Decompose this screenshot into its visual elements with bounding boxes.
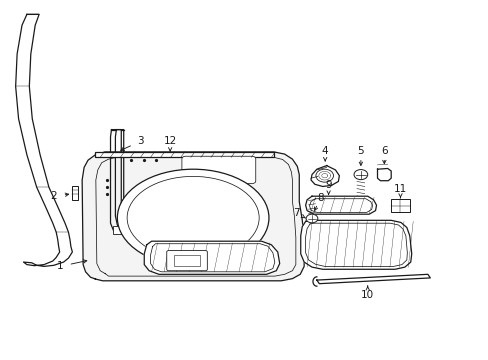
Polygon shape xyxy=(16,14,72,266)
Text: 12: 12 xyxy=(163,136,177,146)
FancyBboxPatch shape xyxy=(166,251,207,271)
Text: 2: 2 xyxy=(51,192,57,201)
Text: 8: 8 xyxy=(317,193,324,203)
Polygon shape xyxy=(377,168,390,181)
Text: 1: 1 xyxy=(57,261,63,271)
FancyBboxPatch shape xyxy=(182,156,255,184)
Text: 6: 6 xyxy=(380,146,387,156)
Bar xyxy=(390,199,409,212)
Text: 7: 7 xyxy=(292,208,299,218)
Ellipse shape xyxy=(127,176,259,259)
Bar xyxy=(72,186,78,200)
Text: 9: 9 xyxy=(325,180,331,190)
Text: 11: 11 xyxy=(393,184,407,194)
Text: 5: 5 xyxy=(357,146,364,156)
Circle shape xyxy=(353,170,367,180)
Polygon shape xyxy=(305,196,376,214)
Polygon shape xyxy=(310,166,339,186)
Polygon shape xyxy=(110,130,123,234)
Polygon shape xyxy=(82,152,304,281)
Bar xyxy=(95,152,273,157)
Circle shape xyxy=(305,214,317,223)
Text: 10: 10 xyxy=(361,290,373,300)
Polygon shape xyxy=(144,241,279,274)
Text: 4: 4 xyxy=(321,146,328,156)
Ellipse shape xyxy=(117,169,268,266)
Polygon shape xyxy=(316,274,429,284)
Circle shape xyxy=(315,169,333,182)
Text: 3: 3 xyxy=(137,136,143,146)
Bar xyxy=(113,226,122,234)
Polygon shape xyxy=(300,220,411,269)
Bar xyxy=(173,255,200,266)
